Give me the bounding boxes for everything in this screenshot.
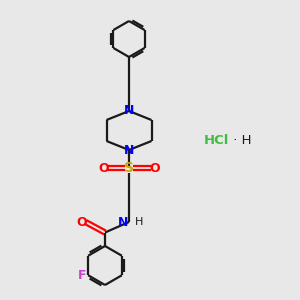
Text: HCl: HCl (204, 134, 230, 148)
Text: · H: · H (230, 134, 252, 148)
Text: O: O (149, 161, 160, 175)
Text: O: O (76, 215, 87, 229)
Text: S: S (124, 161, 134, 175)
Text: O: O (98, 161, 109, 175)
Text: N: N (124, 143, 134, 157)
Text: H: H (134, 217, 143, 227)
Text: N: N (124, 104, 134, 118)
Text: N: N (118, 215, 128, 229)
Text: F: F (78, 269, 86, 282)
